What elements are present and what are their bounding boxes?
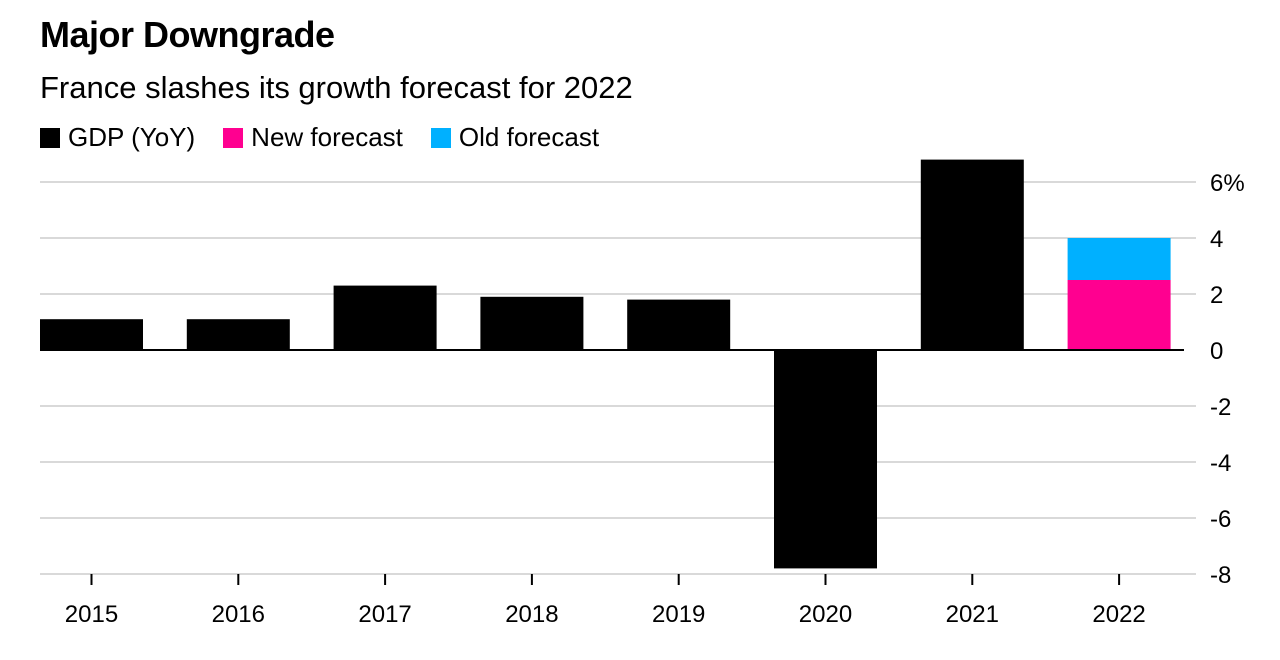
legend-item-new-forecast: New forecast <box>223 122 403 153</box>
bar-gdp-yoy-2017 <box>333 285 437 350</box>
x-tick-label: 2016 <box>212 601 265 628</box>
x-tick-label: 2015 <box>65 601 118 628</box>
legend-item-old-forecast: Old forecast <box>430 122 600 153</box>
legend-label-old-forecast: Old forecast <box>458 122 600 152</box>
y-tick-label: -2 <box>1210 394 1231 421</box>
bar-gdp-yoy-2016 <box>186 319 290 350</box>
bar-gdp-yoy-2015 <box>40 319 143 350</box>
bars <box>40 159 1171 569</box>
bar-gdp-yoy-2021 <box>920 159 1024 350</box>
x-tick-label: 2021 <box>946 601 999 628</box>
x-tick-label: 2018 <box>505 601 558 628</box>
bar-gdp-yoy-2020 <box>774 350 877 569</box>
y-tick-label: 6% <box>1210 170 1245 197</box>
chart-title: Major Downgrade <box>40 14 335 55</box>
legend-swatch-gdp <box>40 127 60 148</box>
bar-new-forecast-2022 <box>1067 280 1171 350</box>
y-tick-label: -4 <box>1210 450 1231 477</box>
y-tick-label: 2 <box>1210 282 1223 309</box>
x-tick-label: 2022 <box>1092 601 1145 628</box>
bar-gdp-yoy-2019 <box>627 299 731 350</box>
x-tick-label: 2017 <box>358 601 411 628</box>
bar-old-forecast-2022 <box>1067 238 1171 280</box>
legend-swatch-new-forecast <box>223 127 244 148</box>
x-tick-label: 2020 <box>799 601 852 628</box>
y-tick-label: 0 <box>1210 338 1223 365</box>
y-tick-label: -8 <box>1210 562 1231 589</box>
legend-label-new-forecast: New forecast <box>251 122 403 152</box>
legend-item-gdp: GDP (YoY) <box>40 122 195 153</box>
x-tick-label: 2019 <box>652 601 705 628</box>
chart-legend: GDP (YoY) New forecast Old forecast <box>40 122 627 153</box>
bar-gdp-yoy-2018 <box>480 296 584 350</box>
legend-label-gdp: GDP (YoY) <box>68 122 196 152</box>
chart-subtitle: France slashes its growth forecast for 2… <box>40 70 633 105</box>
legend-swatch-old-forecast <box>430 127 451 148</box>
axes: -8 -6 -4 -2 0 2 4 6% 2015 2016 2017 2018 2019 2020 202… <box>40 170 1245 628</box>
y-tick-label: 4 <box>1210 226 1223 253</box>
y-tick-label: -6 <box>1210 506 1231 533</box>
